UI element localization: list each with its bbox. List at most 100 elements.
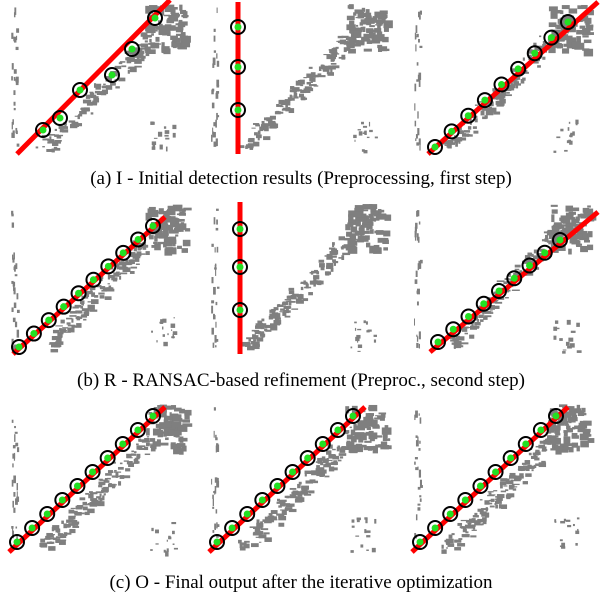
clutter [553,336,556,340]
clutter [491,499,495,502]
clutter [415,236,416,241]
clutter [131,453,136,455]
clutter [16,131,18,135]
clutter [366,550,369,551]
clutter [211,135,213,142]
panel-image [211,202,391,354]
clutter [357,518,361,521]
clutter [125,468,130,471]
clutter [216,478,219,482]
clutter [483,317,488,320]
clutter [149,235,154,239]
clutter [62,129,68,132]
clutter [53,342,59,343]
marker-dot [105,263,112,270]
clutter [114,470,117,471]
clutter [151,528,153,531]
clutter [301,98,307,100]
clutter [152,146,156,149]
clutter [14,269,15,272]
clutter [162,327,163,330]
clutter [582,35,588,37]
clutter [350,233,356,241]
clutter [383,247,388,250]
clutter [503,485,507,486]
clutter [384,445,392,449]
clutter [136,443,139,445]
clutter [279,500,287,502]
clutter [13,130,15,138]
clutter [355,40,364,44]
marker-dot [481,97,488,104]
clutter [151,245,155,248]
clutter [417,467,418,471]
marker-dot [515,65,522,72]
clutter [153,441,161,446]
clutter [490,506,495,508]
clutter [290,488,297,490]
marker-dot [531,50,538,57]
clutter [301,486,309,490]
clutter [537,65,541,68]
clutter [264,123,272,126]
clutter [55,129,57,131]
clutter [552,438,561,445]
clutter [474,326,479,328]
clutter [256,327,261,328]
clutter [131,267,137,269]
clutter [119,62,123,64]
clutter [131,451,134,453]
clutter [571,331,576,333]
clutter [489,108,496,113]
clutter [560,539,563,541]
clutter [295,498,302,502]
marker-dot [16,344,23,351]
clutter [416,142,419,145]
clutter [169,240,176,244]
clutter [463,134,471,135]
clutter [118,78,125,82]
clutter [556,136,560,138]
clutter [264,117,267,120]
clutter [17,293,19,299]
clutter [80,300,85,304]
clutter [441,549,446,553]
marker-dot [289,469,296,476]
clutter [168,537,171,540]
clutter [165,552,168,557]
clutter [119,269,123,270]
clutter [310,281,317,285]
clutter [464,130,470,133]
clutter [164,236,168,242]
clutter [419,138,421,144]
clutter [362,27,365,32]
clutter [356,25,358,27]
clutter [90,310,98,312]
clutter [15,322,17,328]
clutter [346,24,355,30]
clutter [13,492,15,497]
clutter [566,342,570,346]
clutter [159,322,161,324]
clutter [182,419,190,422]
clutter [458,538,462,540]
clutter [14,102,16,106]
clutter [211,244,213,247]
clutter [560,545,563,547]
clutter [364,231,370,234]
clutter [276,513,280,515]
clutter [320,462,323,466]
clutter [275,124,278,129]
clutter [515,265,521,268]
clutter [347,16,355,20]
clutter [75,310,82,312]
clutter [146,428,150,435]
panel-image [414,2,598,154]
clutter [159,208,164,214]
clutter [214,36,216,42]
clutter [369,405,378,411]
marker-dot [120,249,127,256]
clutter [417,233,419,240]
clutter [86,95,91,99]
marker-dot [259,497,266,504]
